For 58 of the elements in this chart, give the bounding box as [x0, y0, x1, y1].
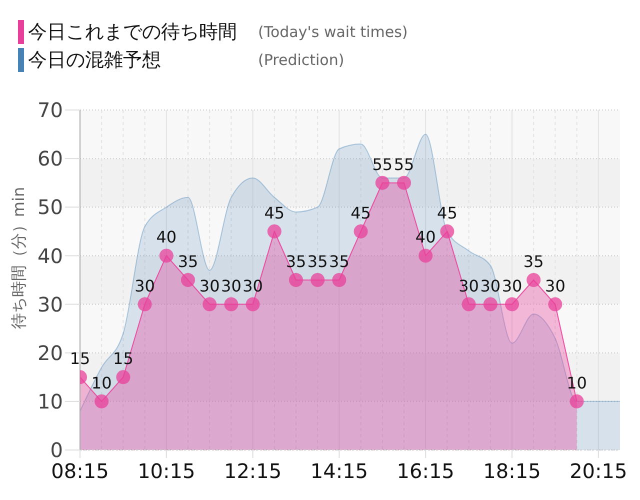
x-tick-label: 18:15 [483, 459, 541, 483]
data-label: 30 [502, 276, 522, 296]
point [570, 394, 584, 408]
point [375, 176, 390, 190]
y-tick-label: 70 [38, 98, 63, 122]
y-axis-title: 待ち時間（分）min [9, 186, 28, 330]
point [440, 224, 454, 238]
data-label: 40 [156, 228, 177, 247]
x-tick-label: 12:15 [224, 459, 282, 483]
point [267, 224, 282, 238]
point [224, 297, 238, 312]
point [462, 297, 476, 312]
y-tick-label: 50 [38, 195, 63, 220]
data-label: 30 [545, 276, 566, 296]
data-label: 45 [350, 203, 371, 222]
y-tick-label: 40 [38, 244, 63, 268]
x-tick-label: 16:15 [396, 459, 454, 483]
data-label: 35 [307, 252, 328, 271]
point [138, 297, 152, 312]
x-tick-label: 14:15 [310, 459, 368, 483]
data-label: 30 [221, 276, 242, 296]
data-label: 45 [437, 203, 458, 222]
y-tick-label: 30 [38, 292, 63, 316]
data-label: 10 [91, 373, 112, 392]
point [548, 297, 562, 312]
x-tick-label: 10:15 [138, 459, 196, 483]
y-tick-label: 60 [38, 146, 63, 171]
data-label: 30 [134, 276, 155, 296]
point [159, 248, 174, 263]
point [246, 297, 260, 312]
point [202, 297, 217, 312]
text: 今日の混雑予想 (Prediction) [28, 49, 344, 71]
data-label: 35 [329, 252, 350, 271]
data-label: 15 [70, 349, 90, 368]
data-label: 55 [372, 154, 393, 174]
point [505, 297, 519, 312]
y-tick-label: 20 [38, 340, 63, 365]
point [116, 370, 130, 384]
point [332, 273, 346, 287]
point [397, 176, 411, 190]
point [354, 224, 368, 238]
point [181, 273, 195, 287]
legend-label: 今日これまでの待ち時間 (Today's wait times) [28, 20, 408, 45]
data-label: 35 [523, 252, 544, 271]
y-tick-label: 10 [38, 390, 63, 414]
point [483, 297, 498, 312]
data-label: 30 [480, 276, 501, 296]
data-label: 55 [394, 154, 414, 174]
data-label: 35 [178, 252, 198, 271]
x-tick-label: 20:15 [570, 459, 628, 483]
point [94, 394, 109, 408]
data-label: 45 [264, 203, 285, 222]
point [310, 273, 325, 287]
data-label: 30 [199, 276, 220, 296]
data-label: 35 [286, 252, 306, 271]
point [526, 273, 541, 287]
point [289, 273, 303, 287]
point [418, 248, 433, 263]
